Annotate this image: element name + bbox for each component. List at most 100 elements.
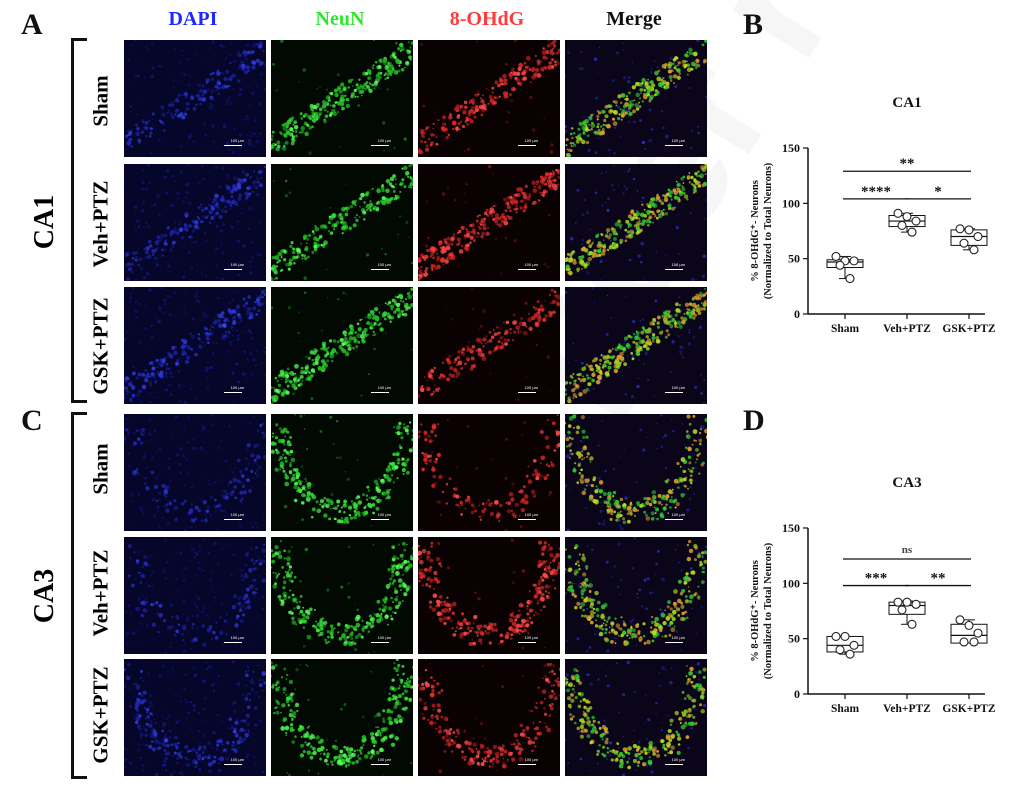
ca1-data-point xyxy=(893,208,903,218)
ca3-data-point xyxy=(902,597,912,607)
scale-bar-label: 100 µm xyxy=(230,138,244,143)
ca3-data-point xyxy=(955,615,965,625)
panel-letter-c: C xyxy=(21,404,43,437)
scale-bar-label: 100 µm xyxy=(230,262,244,267)
ca1-data-point xyxy=(969,245,979,255)
scale-bar-label: 100 µm xyxy=(377,757,391,762)
scale-bar xyxy=(665,641,683,643)
ca1-significance-label: ** xyxy=(900,156,915,172)
micrograph-ca1-veh-ptz-merge: 100 µm xyxy=(565,164,707,281)
ca3-data-point xyxy=(835,645,845,655)
scale-bar xyxy=(371,518,389,520)
column-header-neun: NeuN xyxy=(315,8,365,30)
micrograph-ca1-veh-ptz-neun: 100 µm xyxy=(271,164,413,281)
ca3-bracket-bottom-tick xyxy=(71,776,87,779)
micrograph-ca1-sham-neun: 100 µm xyxy=(271,40,413,157)
scale-bar xyxy=(224,763,242,765)
ca1-significance-label: * xyxy=(934,184,942,200)
ca1-y-tick-label: 50 xyxy=(788,252,800,266)
micrograph-ca3-veh-ptz-neun: 100 µm xyxy=(271,537,413,654)
ca3-y-tick-label: 150 xyxy=(782,521,800,535)
scale-bar xyxy=(665,518,683,520)
row-label-ca3-gsk-ptz: GSK+PTZ xyxy=(88,666,113,764)
micrograph-ca3-veh-ptz-8ohdg: 100 µm xyxy=(418,537,560,654)
micrograph-ca1-veh-ptz-dapi: 100 µm xyxy=(124,164,266,281)
ca3-data-point xyxy=(897,605,907,615)
scale-bar xyxy=(224,144,242,146)
micrograph-ca1-sham-dapi: 100 µm xyxy=(124,40,266,157)
scale-bar-label: 100 µm xyxy=(230,635,244,640)
micrograph-ca3-gsk-ptz-merge: 100 µm xyxy=(565,659,707,776)
scale-bar-label: 100 µm xyxy=(524,757,538,762)
ca3-y-tick-label: 50 xyxy=(788,632,800,646)
scale-bar-label: 100 µm xyxy=(671,138,685,143)
ca3-data-point xyxy=(840,631,850,642)
ca3-data-point xyxy=(893,597,903,607)
micrograph-ca1-gsk-ptz-merge: 100 µm xyxy=(565,287,707,404)
ca1-y-tick-label: 0 xyxy=(794,307,800,321)
micrograph-ca3-veh-ptz-dapi: 100 µm xyxy=(124,537,266,654)
micrograph-ca3-sham-dapi: 100 µm xyxy=(124,414,266,531)
scale-bar-label: 100 µm xyxy=(230,512,244,517)
ca1-data-point xyxy=(849,256,859,266)
micrograph-ca1-sham-merge: 100 µm xyxy=(565,40,707,157)
scale-bar xyxy=(371,144,389,146)
scale-bar-label: 100 µm xyxy=(671,262,685,267)
ca1-bracket-bottom-tick xyxy=(71,400,87,403)
ca1-y-label-2: (Normalized to Total Neurons) xyxy=(763,162,774,299)
chart-ca3: CA3 0 50 100 150 % 8-OHdG⁺- Neurons (Normalize… xyxy=(750,475,996,715)
scale-bar xyxy=(518,518,536,520)
row-label-ca1-sham: Sham xyxy=(88,75,113,127)
chart-ca1: CA1 0 50 100 150 % 8-OHdG⁺- Neurons (Normalize… xyxy=(750,95,996,335)
micrograph-ca3-veh-ptz-merge: 100 µm xyxy=(565,537,707,654)
ca1-data-point xyxy=(845,274,855,284)
scale-bar xyxy=(224,268,242,270)
scale-bar-label: 100 µm xyxy=(671,757,685,762)
ca3-x-tick-label: Sham xyxy=(831,703,860,715)
scale-bar xyxy=(518,763,536,765)
ca3-bracket xyxy=(71,412,74,779)
scale-bar xyxy=(224,518,242,520)
scale-bar-label: 100 µm xyxy=(671,385,685,390)
ca1-data-point xyxy=(835,260,845,270)
ca3-y-label: % 8-OHdG⁺- Neurons xyxy=(750,560,761,662)
ca3-data-point xyxy=(973,628,983,638)
micrograph-ca1-veh-ptz-8ohdg: 100 µm xyxy=(418,164,560,281)
ca1-x-tick-label: GSK+PTZ xyxy=(942,323,996,335)
ca3-data-point xyxy=(849,640,859,650)
micrograph-ca3-gsk-ptz-dapi: 100 µm xyxy=(124,659,266,776)
micrograph-ca3-gsk-ptz-8ohdg: 100 µm xyxy=(418,659,560,776)
ca1-data-point xyxy=(897,220,907,231)
scale-bar xyxy=(665,268,683,270)
ca3-x-tick-label: Veh+PTZ xyxy=(883,703,931,715)
scale-bar-label: 100 µm xyxy=(377,385,391,390)
ca1-data-point xyxy=(959,238,969,248)
scale-bar-label: 100 µm xyxy=(230,385,244,390)
ca1-x-tick-label: Veh+PTZ xyxy=(883,323,931,335)
ca3-data-point xyxy=(959,637,969,647)
ca1-y-label: % 8-OHdG⁺- Neurons xyxy=(750,180,761,282)
ca1-title: CA1 xyxy=(892,95,921,111)
ca3-y-tick-label: 100 xyxy=(782,576,800,590)
ca3-data-point xyxy=(907,619,917,629)
ca3-data-point xyxy=(911,599,921,609)
ca1-data-point xyxy=(973,231,983,242)
micrograph-ca1-gsk-ptz-dapi: 100 µm xyxy=(124,287,266,404)
scale-bar xyxy=(371,391,389,393)
scale-bar xyxy=(371,268,389,270)
micrograph-ca3-sham-merge: 100 µm xyxy=(565,414,707,531)
micrograph-ca3-gsk-ptz-neun: 100 µm xyxy=(271,659,413,776)
panel-letter-a: A xyxy=(21,8,43,41)
ca1-data-point xyxy=(955,224,965,234)
scale-bar xyxy=(224,641,242,643)
scale-bar xyxy=(371,763,389,765)
column-header-dapi: DAPI xyxy=(168,8,218,30)
micrograph-ca3-sham-8ohdg: 100 µm xyxy=(418,414,560,531)
region-label-ca1: CA1 xyxy=(29,194,60,250)
ca1-data-point xyxy=(964,225,974,235)
scale-bar-label: 100 µm xyxy=(230,757,244,762)
ca1-data-point xyxy=(907,227,917,237)
column-header-merge: Merge xyxy=(606,8,662,30)
ca1-x-tick-label: Sham xyxy=(831,323,860,335)
scale-bar xyxy=(665,763,683,765)
